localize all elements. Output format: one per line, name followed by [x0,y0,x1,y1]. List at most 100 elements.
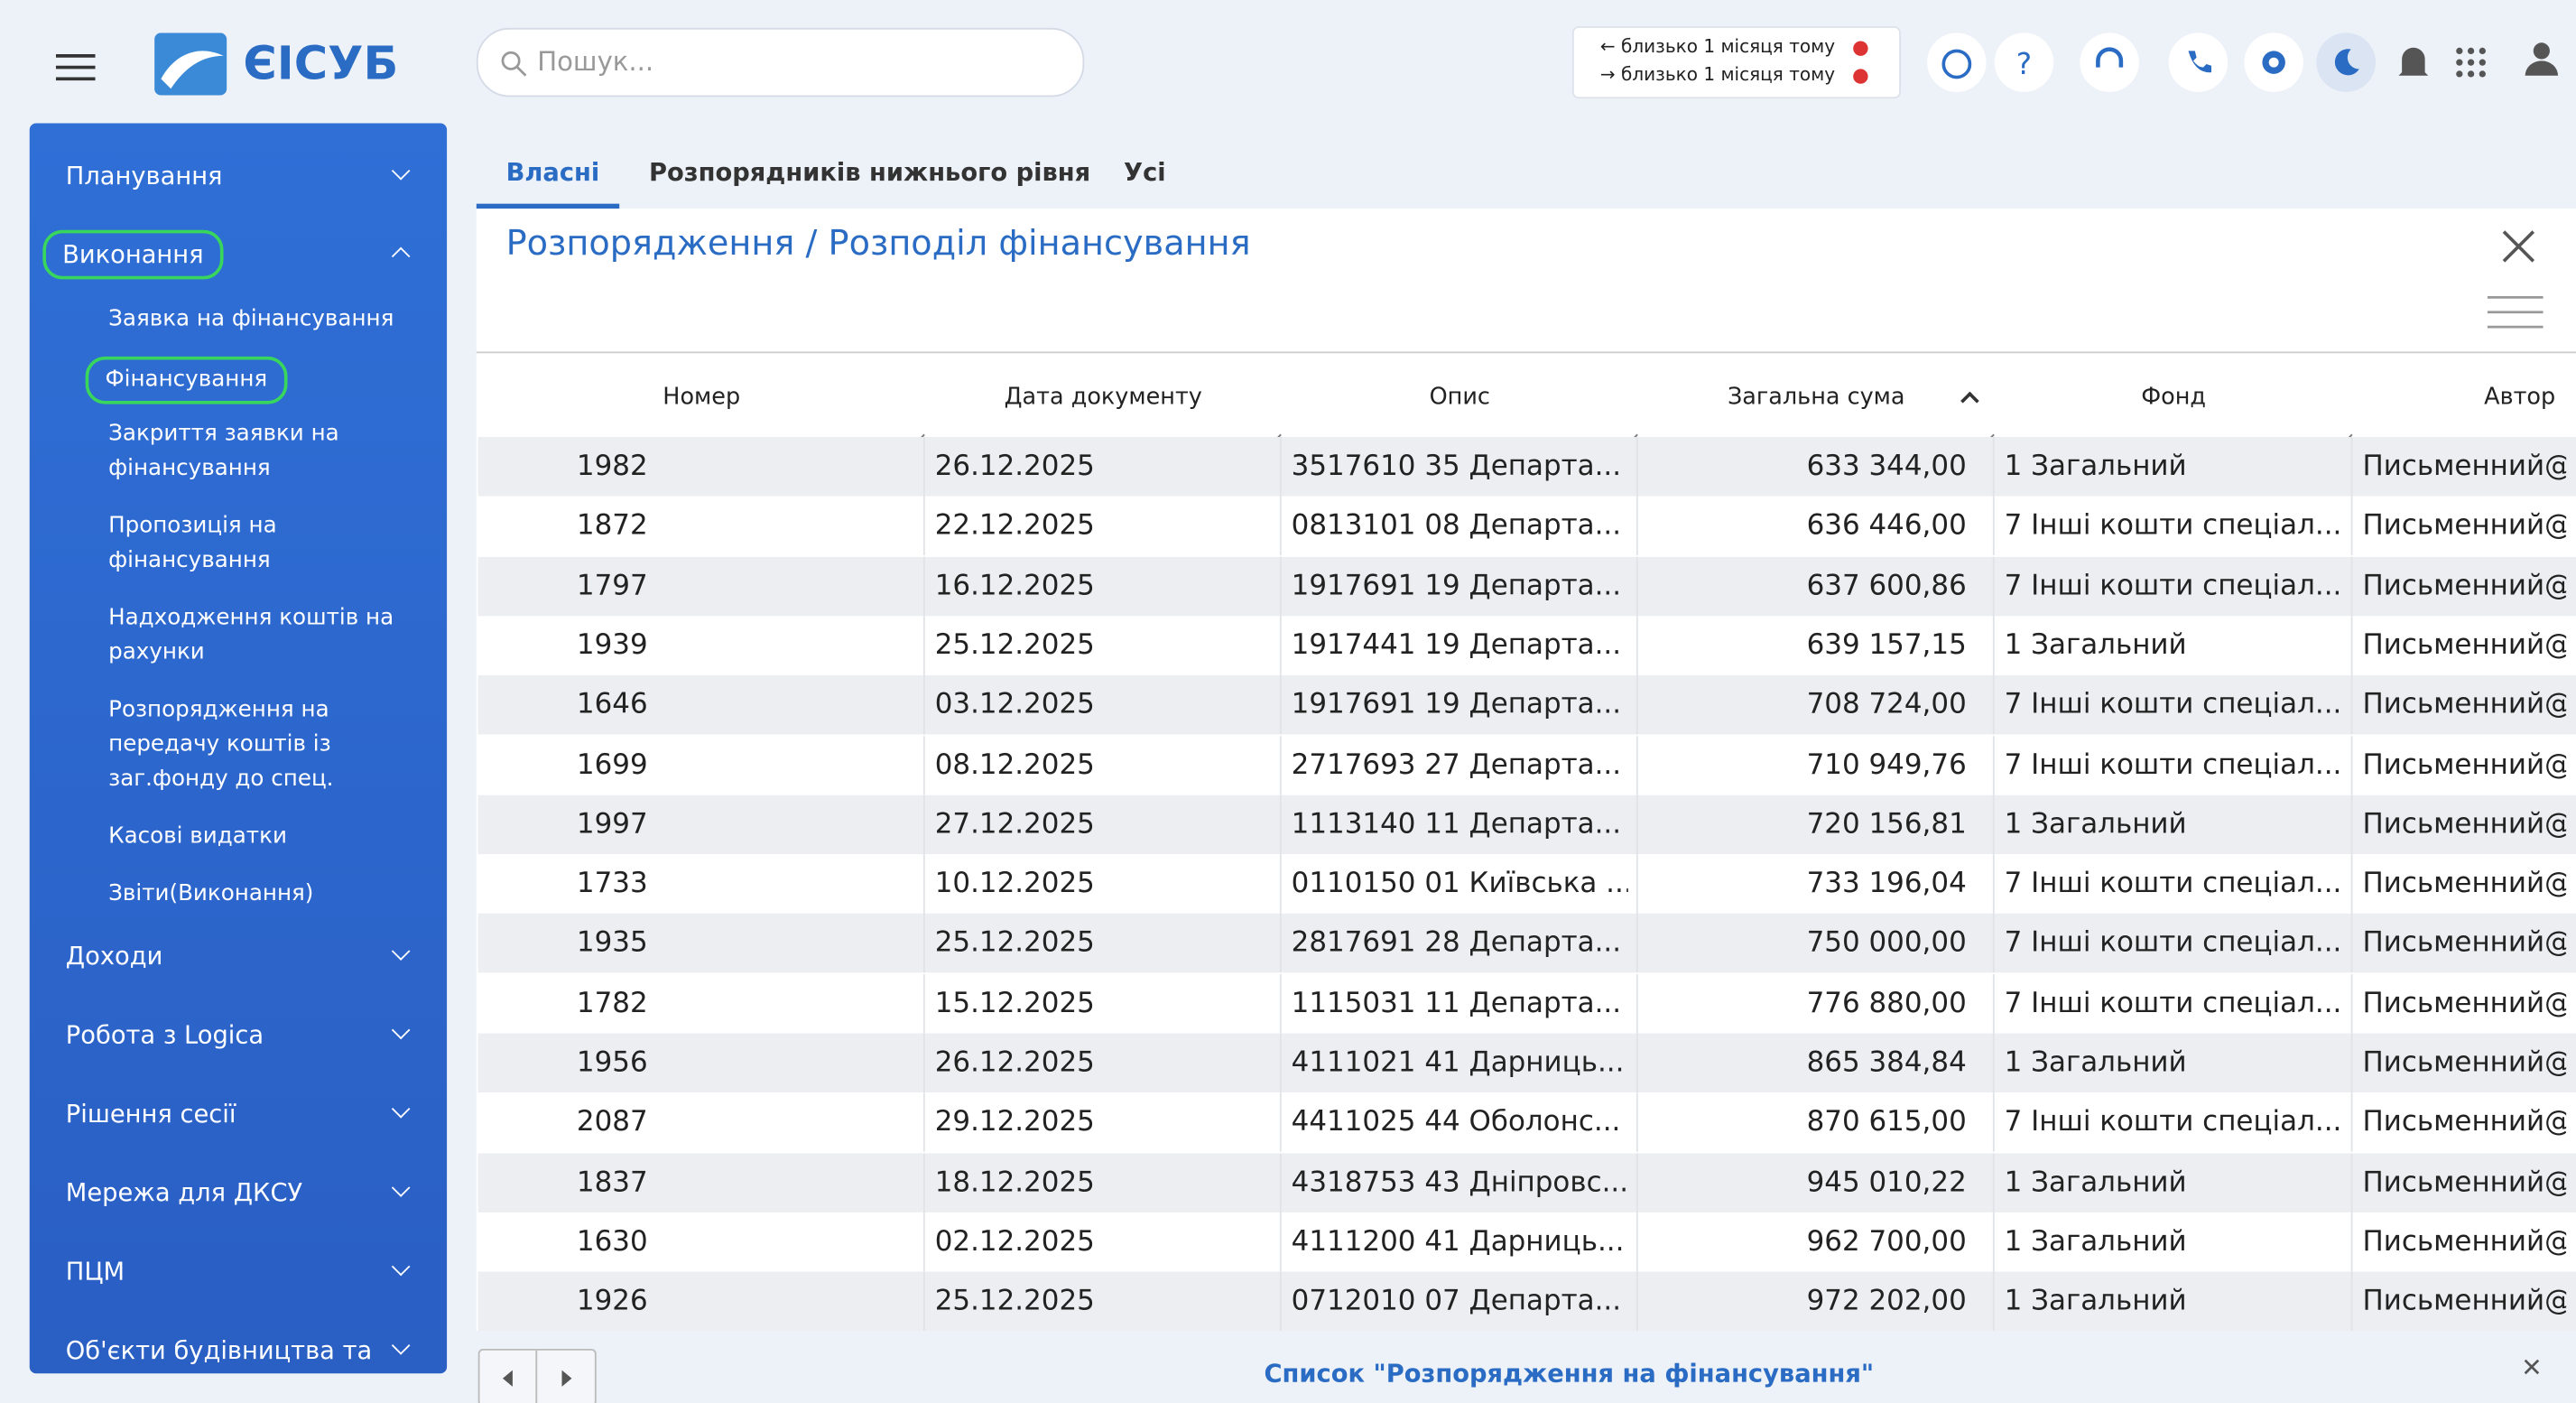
menu-item[interactable]: Виконання [42,229,224,280]
tab[interactable]: Власні [505,157,600,188]
submenu-item[interactable]: Пропозиція на фінансування [108,512,277,574]
table-row[interactable]: 1699 08.12.2025 2717693 27 Департа... 710 9… [477,735,2576,794]
cell-border [2350,1212,2353,1272]
help-button[interactable]: ? [1994,33,2054,92]
table-cell: 2717693 27 Департа... [1291,748,1622,782]
cell-border [922,437,925,497]
cell-border [922,675,925,735]
table-row[interactable]: 2087 29.12.2025 4411025 44 Оболонс... 870 6… [477,1092,2576,1153]
table-cell: 1997 [576,807,648,841]
column-header[interactable]: Фонд [2141,384,2207,411]
submenu-item[interactable]: Закриття заявки на фінансування [108,420,339,482]
cell-border [1635,1212,1638,1272]
table-cell: 26.12.2025 [934,450,1095,483]
breadcrumb: Розпорядження / Розподіл фінансування [505,223,1251,264]
settings-button[interactable] [2244,33,2303,92]
menu-item[interactable]: Об'єкти будівництва та [65,1335,373,1366]
menu-item[interactable]: Рішення сесії [65,1099,236,1129]
table-row[interactable]: 1733 10.12.2025 0110150 01 Київська ... 733… [477,854,2576,914]
notification: ← близько 1 місяця тому [1599,36,1836,58]
table-cell: 1917691 19 Департа... [1291,569,1622,603]
bell-icon[interactable] [2395,42,2432,82]
alarm-button[interactable] [1927,33,1987,92]
menu-item[interactable]: ПЦМ [65,1257,125,1287]
table-row[interactable]: 1837 18.12.2025 4318753 43 Дніпровс... 945 … [477,1152,2576,1213]
apps-icon[interactable] [2454,46,2487,79]
column-header[interactable]: Автор [2484,384,2556,411]
user-icon[interactable] [2524,40,2560,79]
footer-close[interactable] [2524,1359,2540,1375]
table-cell: Письменний@ [2362,987,2567,1020]
menu-item[interactable]: Робота з Logica [65,1020,264,1050]
table-cell: 1917441 19 Департа... [1291,628,1622,663]
table-cell: Письменний@ [2362,1225,2567,1259]
tab[interactable]: Усі [1124,157,1166,188]
badge [1853,41,1868,56]
cell-border [922,854,925,914]
theme-button[interactable] [2316,33,2377,92]
cell-border [922,735,925,794]
prev-button[interactable] [499,1369,515,1389]
close-button[interactable] [2500,228,2536,265]
table-cell: 0110150 01 Київська ... [1291,867,1628,901]
table-row[interactable]: 1935 25.12.2025 2817691 28 Департа... 750 0… [477,914,2576,973]
column-header[interactable]: Номер [663,384,741,411]
submenu-item[interactable]: Касові видатки [108,822,287,850]
notifications[interactable]: ← близько 1 місяця тому → близько 1 міся… [1571,26,1901,99]
table-row[interactable]: 1782 15.12.2025 1115031 11 Департа... 776 8… [477,973,2576,1034]
cell-border [1279,1033,1282,1093]
table-cell: 1646 [576,688,648,722]
menu-item[interactable]: Планування [65,161,223,191]
chevron [391,1257,411,1277]
table-cell: 27.12.2025 [934,807,1095,841]
cell-border [1635,735,1638,794]
menu-item[interactable]: Доходи [65,941,163,971]
table-cell: 636 446,00 [1806,509,1967,544]
submenu-item[interactable]: Надходження коштів на рахунки [108,604,394,665]
menu-button[interactable] [55,52,96,82]
table-row[interactable]: 1926 25.12.2025 0712010 07 Департа... 972 2… [477,1271,2576,1332]
table-cell: 3517610 35 Департа... [1291,450,1622,483]
submenu-item[interactable]: Заявка на фінансування [108,305,394,332]
svg-text:?: ? [2016,47,2032,81]
cell-border [2350,1092,2353,1153]
submenu-item[interactable]: Розпорядження на передачу коштів із заг.… [108,696,334,793]
phone-button[interactable] [2168,33,2229,92]
support-button[interactable] [2080,33,2139,92]
table-row[interactable]: 1982 26.12.2025 3517610 35 Департа... 633 3… [477,437,2576,497]
table-row[interactable]: 1872 22.12.2025 0813101 08 Департа... 636 4… [477,497,2576,556]
table-row[interactable]: 1939 25.12.2025 1917441 19 Департа... 639 1… [477,616,2576,675]
search[interactable]: Пошук... [476,27,1085,98]
table-cell: 29.12.2025 [934,1106,1095,1139]
column-header[interactable]: Дата документу [1004,384,1202,411]
table-row[interactable]: 1646 03.12.2025 1917691 19 Департа... 708 7… [477,675,2576,735]
table-cell: 1797 [576,569,648,603]
table-cell: 750 000,00 [1806,927,1967,961]
cell-border [922,497,925,556]
chevron [391,1100,411,1119]
table-row[interactable]: 1997 27.12.2025 1113140 11 Департа... 720 1… [477,794,2576,854]
next-button[interactable] [559,1369,575,1389]
table-row[interactable]: 1630 02.12.2025 4111200 41 Дарниць... 962 7… [477,1212,2576,1272]
table-row[interactable]: 1797 16.12.2025 1917691 19 Департа... 637 6… [477,556,2576,616]
column-header[interactable]: Загальна сума [1727,384,1905,411]
column-header[interactable]: Опис [1429,384,1490,411]
table-row[interactable]: 1956 26.12.2025 4111021 41 Дарниць... 865 3… [477,1033,2576,1093]
table-cell: 03.12.2025 [934,688,1095,722]
table-cell: 7 Інші кошти спеціал... [2004,509,2342,544]
table-menu[interactable] [2487,294,2544,330]
notification-text: близько 1 місяця тому [1621,63,1836,86]
cell-border [922,1033,925,1093]
submenu-item[interactable]: Фінансування [85,356,288,404]
table-cell: 1115031 11 Департа... [1291,987,1622,1020]
table-cell: 1 Загальний [2004,628,2187,663]
table-cell: 708 724,00 [1806,688,1967,722]
table-cell: 4411025 44 Оболонс... [1291,1106,1621,1139]
submenu-item[interactable]: Звіти(Виконання) [108,880,314,907]
tab[interactable]: Розпорядників нижнього рівня [648,157,1091,188]
cell-border [1635,556,1638,616]
cell-border [1279,914,1282,973]
menu-item[interactable]: Мережа для ДКСУ [65,1177,303,1208]
divider [535,1350,538,1403]
cell-border [1279,973,1282,1034]
